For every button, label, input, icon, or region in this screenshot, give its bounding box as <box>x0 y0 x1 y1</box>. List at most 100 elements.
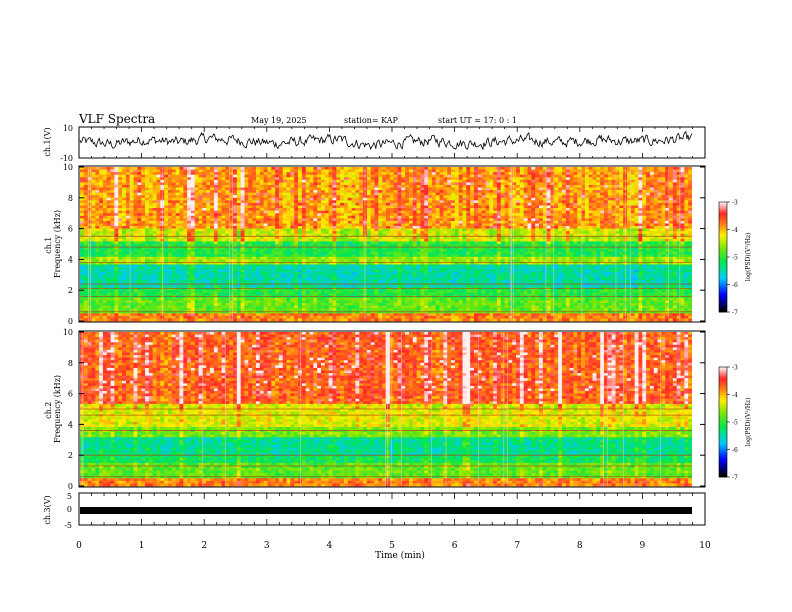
spectrogram-cell <box>638 172 643 176</box>
spectrogram-cell <box>496 200 502 204</box>
spectrogram-cell <box>175 182 180 186</box>
spectrogram-cell <box>653 218 658 222</box>
spectrogram-cell <box>87 184 92 188</box>
spectrogram-cell <box>500 220 505 224</box>
spectrogram-cell <box>355 223 360 227</box>
spectrogram-cell <box>206 205 211 209</box>
spectrogram-cell <box>317 205 322 209</box>
spectrogram-cell <box>317 238 322 242</box>
spectrogram-cell <box>397 244 402 247</box>
spectrogram-cell <box>642 218 647 222</box>
spectrogram-cell <box>133 215 138 219</box>
spectrogram-cell <box>439 226 444 229</box>
spectrogram-cell <box>248 213 253 217</box>
spectrogram-cell <box>424 190 429 194</box>
spectrogram-cell <box>527 190 532 194</box>
spectrogram-cell <box>443 182 448 186</box>
spectrogram-cell <box>229 236 234 240</box>
spectrogram-cell <box>561 169 567 173</box>
spectrogram-cell <box>451 179 456 183</box>
spectrogram-cell <box>148 238 154 242</box>
spectrogram-cell <box>454 172 460 176</box>
spectrogram-cell <box>382 220 387 224</box>
spectrogram-cell <box>305 223 310 227</box>
spectrogram-cell <box>374 208 379 212</box>
spectrogram-cell <box>87 215 92 219</box>
spectrogram-cell <box>504 228 509 232</box>
spectrogram-cell <box>680 228 685 232</box>
spectrogram-cell <box>351 210 356 214</box>
spectrogram-cell <box>99 200 104 204</box>
spectrogram-cell <box>374 244 379 247</box>
spectrogram-cell <box>221 197 226 201</box>
spectrogram-cell <box>187 236 192 240</box>
spectrogram-cell <box>187 197 192 201</box>
spectrogram-cell <box>412 213 418 217</box>
spectrogram-cell <box>604 197 609 201</box>
spectrogram-cell <box>190 205 196 209</box>
spectrogram-cell <box>164 238 169 242</box>
spectrogram-cell <box>378 213 383 217</box>
spectrogram-cell <box>565 190 571 194</box>
spectrogram-cell <box>305 236 310 240</box>
spectrogram-cell <box>275 208 280 212</box>
spectrogram-cell <box>477 208 483 212</box>
spectrogram-cell <box>420 231 425 235</box>
spectrogram-cell <box>634 226 639 229</box>
spectrogram-cell <box>240 167 245 170</box>
spectrogram-cell <box>347 236 352 240</box>
spectrogram-cell <box>102 208 108 212</box>
spectrogram-cell <box>152 179 157 183</box>
spectrogram-cell <box>275 205 280 209</box>
spectrogram-cell <box>592 202 597 206</box>
spectrogram-cell <box>305 172 310 176</box>
spectrogram-cell <box>630 228 636 232</box>
spectrogram-cell <box>443 223 448 227</box>
spectrogram-cell <box>408 213 414 217</box>
spectrogram-cell <box>500 244 505 247</box>
spectrogram-cell <box>473 215 479 219</box>
spectrogram-cell <box>263 169 268 173</box>
spectrogram-cell <box>439 169 444 173</box>
spectrogram-cell <box>519 233 525 237</box>
spectrogram-cell <box>458 218 463 222</box>
spectrogram-cell <box>255 238 261 242</box>
spectrogram-cell <box>412 244 418 247</box>
spectrogram-cell <box>137 215 142 219</box>
spectrogram-cell <box>290 244 295 247</box>
spectrogram-cell <box>129 241 134 245</box>
spectrogram-cell <box>420 215 425 219</box>
spectrogram-cell <box>152 244 157 247</box>
spectrogram-cell <box>332 190 337 194</box>
spectrogram-cell <box>539 182 544 186</box>
spectrogram-cell <box>604 205 609 209</box>
spectrogram-cell <box>684 213 689 217</box>
spectrogram-cell <box>458 197 463 201</box>
spectrogram-cell <box>500 184 505 188</box>
spectrogram-cell <box>542 223 548 227</box>
spectrogram-cell <box>328 182 333 186</box>
spectrogram-cell <box>428 174 433 178</box>
spectrogram-cell <box>615 220 620 224</box>
spectrogram-cell <box>286 195 291 199</box>
spectrogram-cell <box>229 167 234 170</box>
spectrogram-cell <box>653 200 658 204</box>
spectrogram-cell <box>328 197 333 201</box>
spectrogram-cell <box>393 202 398 206</box>
spectrogram-cell <box>416 215 421 219</box>
spectrogram-cell <box>244 238 249 242</box>
spectrogram-cell <box>669 195 674 199</box>
spectrogram-cell <box>332 238 337 242</box>
spectrogram-cell <box>489 241 494 245</box>
spectrogram-cell <box>305 231 310 235</box>
spectrogram-cell <box>454 244 460 247</box>
spectrogram-cell <box>244 241 249 245</box>
spectrogram-cell <box>141 220 146 224</box>
spectrogram-cell <box>259 182 264 186</box>
spectrogram-cell <box>148 236 154 240</box>
spectrogram-cell <box>129 210 134 214</box>
spectrogram-cell <box>512 174 517 178</box>
spectrogram-cell <box>343 226 349 229</box>
spectrogram-cell <box>523 210 528 214</box>
spectrogram-cell <box>466 200 471 204</box>
